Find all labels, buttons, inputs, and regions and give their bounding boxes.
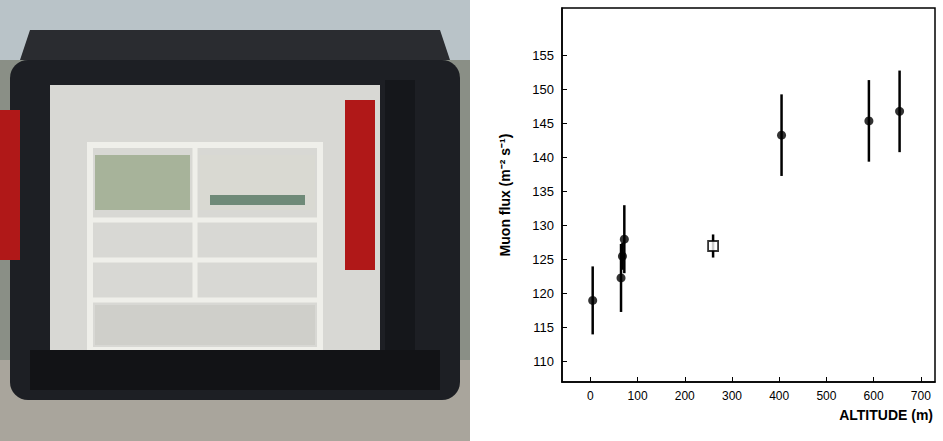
svg-text:155: 155 [532, 48, 554, 63]
svg-text:700: 700 [911, 389, 931, 403]
svg-text:400: 400 [769, 389, 789, 403]
svg-text:Muon flux (m⁻² s⁻¹): Muon flux (m⁻² s⁻¹) [497, 134, 513, 257]
svg-text:145: 145 [532, 116, 554, 131]
svg-text:100: 100 [628, 389, 648, 403]
svg-text:135: 135 [532, 184, 554, 199]
svg-text:150: 150 [532, 82, 554, 97]
svg-text:120: 120 [532, 286, 554, 301]
svg-text:ALTITUDE (m): ALTITUDE (m) [839, 407, 933, 423]
svg-text:200: 200 [675, 389, 695, 403]
svg-text:500: 500 [816, 389, 836, 403]
svg-text:115: 115 [533, 320, 554, 335]
svg-text:130: 130 [532, 218, 554, 233]
svg-text:140: 140 [532, 150, 554, 165]
svg-text:110: 110 [533, 354, 554, 369]
svg-text:300: 300 [722, 389, 742, 403]
svg-text:600: 600 [864, 389, 884, 403]
svg-text:0: 0 [587, 389, 594, 403]
svg-text:125: 125 [532, 252, 554, 267]
